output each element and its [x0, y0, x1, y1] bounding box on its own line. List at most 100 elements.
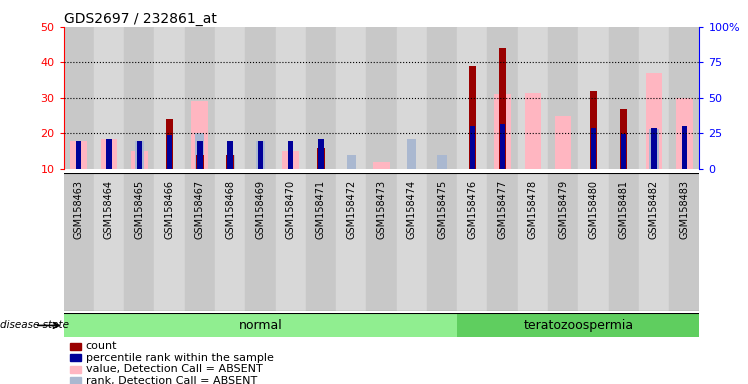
Bar	[167, 135, 172, 169]
Bar	[578, 27, 609, 169]
Bar	[275, 173, 306, 311]
Bar	[427, 173, 457, 311]
Bar	[396, 173, 427, 311]
Bar	[649, 129, 658, 169]
Text: GSM158482: GSM158482	[649, 180, 659, 239]
Bar	[318, 139, 324, 169]
Bar	[681, 126, 687, 169]
Text: GSM158473: GSM158473	[376, 180, 387, 239]
Text: GSM158479: GSM158479	[558, 180, 568, 239]
Bar	[227, 155, 234, 169]
Bar	[245, 173, 275, 311]
Bar	[669, 173, 699, 311]
Bar	[591, 128, 596, 169]
Bar	[336, 27, 367, 169]
Bar	[256, 141, 265, 169]
Bar	[131, 151, 147, 169]
Text: GSM158478: GSM158478	[528, 180, 538, 239]
Bar	[589, 91, 597, 169]
Bar	[124, 173, 154, 311]
Bar	[166, 119, 174, 169]
Bar	[306, 173, 336, 311]
Bar	[457, 27, 488, 169]
Bar	[282, 151, 299, 169]
Text: GSM158477: GSM158477	[497, 180, 508, 239]
Bar	[609, 173, 639, 311]
Bar	[457, 173, 488, 311]
Text: GSM158469: GSM158469	[255, 180, 266, 239]
Text: teratozoospermia: teratozoospermia	[523, 319, 634, 332]
Text: disease state: disease state	[0, 320, 69, 331]
Bar	[621, 134, 626, 169]
Bar	[215, 27, 245, 169]
Text: GSM158476: GSM158476	[468, 180, 477, 239]
Bar	[470, 126, 475, 169]
Bar	[494, 94, 511, 169]
Bar	[245, 27, 275, 169]
Bar	[64, 314, 457, 337]
Text: GSM158475: GSM158475	[437, 180, 447, 239]
Bar	[275, 27, 306, 169]
Bar	[396, 27, 427, 169]
Bar	[548, 173, 578, 311]
Bar	[457, 314, 699, 337]
Bar	[154, 27, 185, 169]
Bar	[373, 162, 390, 169]
Bar	[438, 155, 447, 169]
Bar	[94, 173, 124, 311]
Bar	[185, 173, 215, 311]
Bar	[488, 173, 518, 311]
Bar	[185, 27, 215, 169]
Bar	[427, 27, 457, 169]
Bar	[639, 27, 669, 169]
Bar	[137, 141, 142, 169]
Bar	[652, 128, 657, 169]
Bar	[500, 124, 506, 169]
Bar	[524, 93, 542, 169]
Bar	[488, 27, 518, 169]
Bar	[257, 141, 263, 169]
Text: GSM158466: GSM158466	[165, 180, 174, 239]
Text: percentile rank within the sample: percentile rank within the sample	[86, 353, 274, 363]
Bar	[70, 366, 82, 373]
Text: GSM158472: GSM158472	[346, 180, 356, 239]
Bar	[135, 141, 144, 169]
Bar	[518, 27, 548, 169]
Text: value, Detection Call = ABSENT: value, Detection Call = ABSENT	[86, 364, 263, 374]
Bar	[367, 27, 396, 169]
Bar	[407, 139, 417, 169]
Bar	[346, 155, 356, 169]
Bar	[336, 173, 367, 311]
Text: GSM158464: GSM158464	[104, 180, 114, 239]
Text: GSM158474: GSM158474	[407, 180, 417, 239]
Text: GSM158471: GSM158471	[316, 180, 326, 239]
Bar	[195, 133, 204, 169]
Text: rank, Detection Call = ABSENT: rank, Detection Call = ABSENT	[86, 376, 257, 384]
Text: GSM158481: GSM158481	[619, 180, 628, 239]
Bar	[367, 173, 396, 311]
Bar	[518, 173, 548, 311]
Bar	[70, 377, 82, 384]
Bar	[70, 354, 82, 361]
Text: GSM158470: GSM158470	[286, 180, 295, 239]
Text: GSM158467: GSM158467	[194, 180, 205, 239]
Bar	[197, 141, 203, 169]
Bar	[101, 139, 117, 169]
Bar	[215, 173, 245, 311]
Bar	[124, 27, 154, 169]
Bar	[226, 155, 235, 169]
Bar	[64, 173, 94, 311]
Bar	[154, 173, 185, 311]
Bar	[548, 27, 578, 169]
Bar	[639, 173, 669, 311]
Text: GSM158483: GSM158483	[679, 180, 689, 239]
Bar	[94, 27, 124, 169]
Bar	[70, 141, 87, 169]
Text: GSM158468: GSM158468	[225, 180, 235, 239]
Bar	[196, 155, 203, 169]
Bar	[468, 66, 476, 169]
Bar	[288, 141, 293, 169]
Text: GSM158463: GSM158463	[74, 180, 84, 239]
Bar	[669, 27, 699, 169]
Bar	[646, 73, 662, 169]
